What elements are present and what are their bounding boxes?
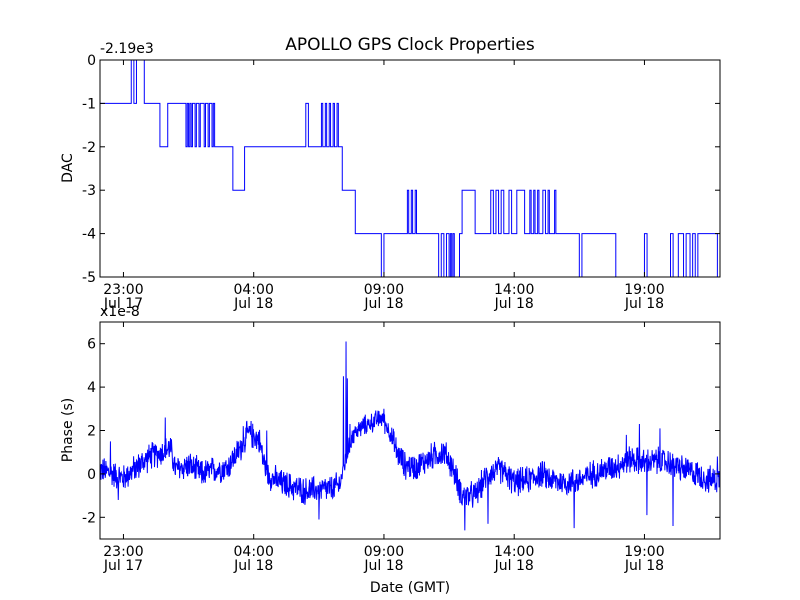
phase-xtick-date: Jul 18	[494, 558, 534, 574]
phase-xtick-date: Jul 17	[103, 558, 143, 574]
dac-xtick-date: Jul 18	[494, 296, 534, 312]
phase-xtick-time: 19:00	[624, 544, 664, 560]
phase-series-line	[100, 341, 720, 531]
dac-ytick-label: -3	[82, 183, 96, 199]
chart-title: APOLLO GPS Clock Properties	[285, 35, 535, 55]
phase-ytick-label: 4	[87, 380, 96, 396]
dac-series-line	[100, 60, 720, 277]
phase-axis-label: Phase (s)	[60, 398, 76, 462]
dac-axes-frame	[99, 59, 721, 278]
dac-xtick-date: Jul 18	[233, 296, 273, 312]
phase-xtick-date: Jul 18	[624, 558, 664, 574]
dac-xtick-date: Jul 18	[363, 296, 403, 312]
dac-axis-label: DAC	[60, 153, 76, 183]
dac-xtick-time: 09:00	[364, 282, 404, 298]
phase-offset-label: x1e-8	[100, 304, 140, 320]
phase-xtick-date: Jul 18	[233, 558, 273, 574]
dac-ytick-label: -2	[82, 140, 96, 156]
phase-xtick-date: Jul 18	[363, 558, 403, 574]
phase-xtick-time: 09:00	[364, 544, 404, 560]
phase-xtick-time: 14:00	[494, 544, 534, 560]
phase-ytick-label: 0	[87, 467, 96, 483]
dac-ytick-label: -5	[82, 270, 96, 286]
dac-xtick-date: Jul 17	[103, 296, 143, 312]
phase-series-group	[100, 341, 720, 531]
dac-offset-label: -2.19e3	[100, 41, 154, 57]
phase-xtick-time: 23:00	[103, 544, 143, 560]
dac-ytick-label: -1	[82, 96, 96, 112]
dac-ytick-label: -4	[82, 227, 96, 243]
dac-xtick-time: 04:00	[234, 282, 274, 298]
dac-xtick-time: 14:00	[494, 282, 534, 298]
phase-ytick-label: 6	[87, 337, 96, 353]
phase-xtick-time: 04:00	[234, 544, 274, 560]
dac-series-group	[100, 60, 720, 277]
dac-xtick-time: 19:00	[624, 282, 664, 298]
dac-xtick-date: Jul 18	[624, 296, 664, 312]
phase-ytick-label: 2	[87, 424, 96, 440]
dac-xtick-time: 23:00	[103, 282, 143, 298]
phase-ytick-label: -2	[82, 510, 96, 526]
dac-ytick-label: 0	[87, 53, 96, 69]
x-axis-label: Date (GMT)	[370, 580, 450, 596]
